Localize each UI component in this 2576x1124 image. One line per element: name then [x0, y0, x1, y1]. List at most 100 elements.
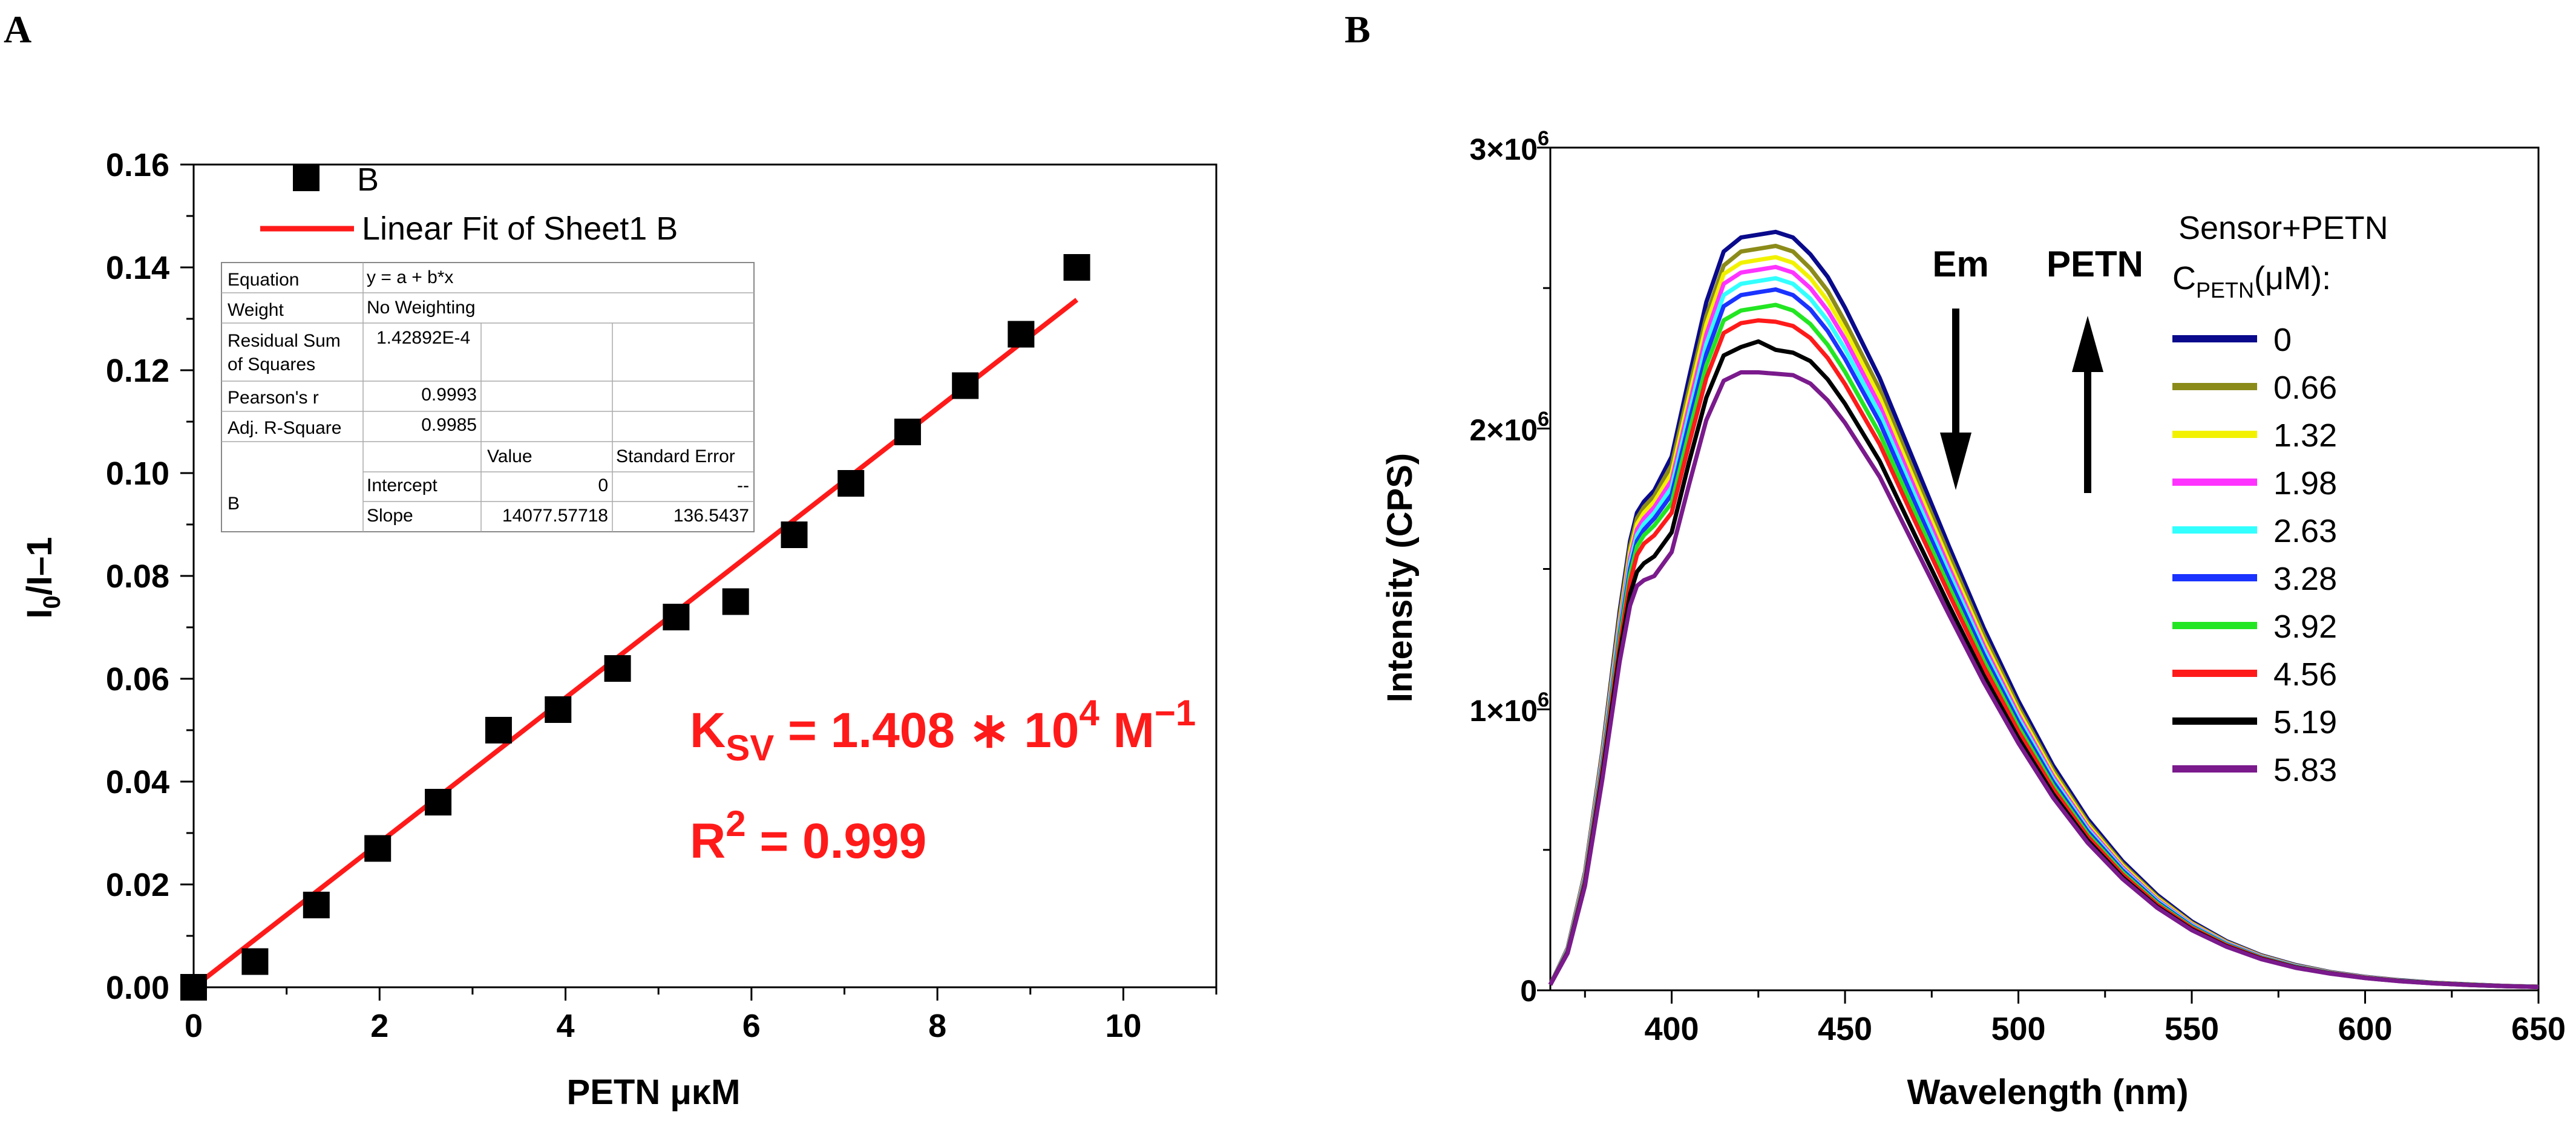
legend-square-marker	[293, 165, 320, 191]
panel-a-y-ticks: 0.00 0.02 0.04 0.06 0.08 0.10 0.12 0.14 0.16	[106, 147, 194, 1006]
table-adjr-value: 0.9985	[421, 415, 477, 435]
ytick-label: 0.00	[106, 970, 169, 1006]
em-arrow-group: Em	[1932, 244, 1989, 490]
legend-series-label: 3.28	[2273, 561, 2337, 597]
xtick-label: 4	[557, 1008, 575, 1044]
table-rss-label-1: Residual Sum	[228, 331, 341, 351]
xtick-label: 650	[2511, 1011, 2566, 1047]
data-point	[364, 835, 392, 862]
ytick-label: 0.02	[106, 867, 169, 903]
data-point	[837, 470, 865, 497]
table-equation-label: Equation	[228, 270, 299, 290]
table-equation-value: y = a + b*x	[367, 267, 453, 287]
ytick-label: 0.10	[106, 456, 169, 492]
fit-line	[192, 298, 1079, 990]
panel-a-plot: 0 2 4 6 8 10 0.00 0.02 0.04 0.06 0.08 0.10 0.12 0.14…	[106, 147, 1218, 1044]
table-intercept-label: Intercept	[367, 475, 438, 495]
petn-arrow-group: PETN	[2047, 244, 2143, 493]
panel-a-fit-line	[192, 298, 1079, 990]
xtick-label: 600	[2338, 1011, 2392, 1047]
data-point	[781, 521, 808, 548]
legend-title-line-1: Sensor+PETN	[2178, 210, 2388, 246]
table-stderr-header: Standard Error	[616, 446, 735, 466]
legend-points-label: B	[357, 162, 379, 198]
ytick-label: 0.04	[106, 764, 169, 800]
ytick-label: 2×106	[1469, 408, 1549, 447]
table-rss-label-2: of Squares	[228, 355, 315, 374]
panel-b-letter: B	[1345, 8, 1371, 51]
data-point	[663, 604, 690, 630]
table-intercept-value: 0	[598, 475, 608, 495]
legend-series-label: 0.66	[2273, 370, 2337, 406]
data-point	[722, 588, 749, 615]
xtick-label: 2	[370, 1008, 388, 1044]
data-point	[485, 717, 512, 743]
panel-a-letter: A	[4, 8, 31, 51]
data-point	[425, 789, 452, 815]
legend-series-label: 4.56	[2273, 656, 2337, 693]
panel-a-ylabel: I0/I–1	[20, 537, 65, 618]
data-point	[1008, 321, 1035, 348]
ytick-label: 0.12	[106, 353, 169, 389]
table-row-label: B	[228, 494, 240, 514]
data-point	[180, 974, 207, 1001]
xtick-label: 6	[742, 1008, 761, 1044]
spectrum-line	[1548, 339, 2539, 989]
data-point	[894, 419, 921, 445]
panel-a-xlabel: PETN μκM	[567, 1073, 741, 1112]
legend-series-label: 1.98	[2273, 465, 2337, 502]
xtick-label: 10	[1105, 1008, 1141, 1044]
petn-arrow-label: PETN	[2047, 244, 2143, 284]
legend-series-label: 5.83	[2273, 752, 2337, 788]
table-slope-value: 14077.57718	[502, 506, 608, 526]
ytick-label: 1×106	[1469, 688, 1549, 728]
panel-b-ytick-labels: 0 1×106 2×106 3×106	[1469, 127, 1549, 1008]
ytick-label: 0	[1520, 974, 1537, 1008]
spectrum-line	[1548, 370, 2539, 989]
legend-series-label: 1.32	[2273, 417, 2337, 454]
table-adjr-label: Adj. R-Square	[228, 418, 341, 438]
panel-b-legend: Sensor+PETN CPETN(μM): 0 0.66 1.32 1.98 2.63…	[2172, 210, 2388, 788]
table-weight-value: No Weighting	[367, 298, 476, 318]
em-arrow-label: Em	[1932, 244, 1988, 284]
table-pearson-value: 0.9993	[421, 385, 477, 405]
panel-a-legend: B Linear Fit of Sheet1 B	[260, 162, 678, 247]
xtick-label: 450	[1818, 1011, 1872, 1047]
panel-b-plot: 400 450 500 550 600 650	[1537, 146, 2566, 1047]
fit-results-table: Equation y = a + b*x Weight No Weighting…	[221, 262, 755, 532]
legend-series-label: 0	[2273, 322, 2292, 358]
table-slope-err: 136.5437	[673, 506, 749, 526]
data-point	[952, 372, 979, 399]
legend-title-line-2: CPETN(μM):	[2172, 260, 2331, 302]
table-value-header: Value	[487, 446, 533, 466]
legend-series-label: 3.92	[2273, 609, 2337, 645]
data-point	[604, 655, 631, 682]
panel-b-y-ticks	[1537, 146, 1550, 992]
data-point	[545, 696, 572, 723]
panel-a-points	[180, 254, 1090, 1001]
panel-b-frame	[1549, 146, 2540, 992]
table-rss-value: 1.42892E-4	[376, 328, 470, 348]
data-point	[241, 948, 269, 975]
table-pearson-label: Pearson's r	[228, 388, 319, 408]
ytick-label: 0.16	[106, 147, 169, 183]
data-point	[303, 892, 330, 918]
table-weight-label: Weight	[228, 300, 284, 320]
panel-b-xlabel: Wavelength (nm)	[1907, 1073, 2188, 1112]
legend-series-label: 5.19	[2273, 704, 2337, 740]
legend-series-label: 2.63	[2273, 513, 2337, 549]
panel-b-ylabel: Intensity (CPS)	[1380, 453, 1420, 703]
data-point	[1063, 254, 1090, 281]
up-arrow-head	[2072, 316, 2103, 372]
panel-a-x-ticks: 0 2 4 6 8 10	[185, 987, 1218, 1044]
r2-annotation: R2 = 0.999	[690, 803, 926, 869]
ytick-label: 0.14	[106, 250, 169, 286]
table-slope-label: Slope	[367, 506, 413, 526]
xtick-label: 0	[185, 1008, 203, 1044]
legend-line-label: Linear Fit of Sheet1 B	[362, 211, 678, 247]
ytick-label: 3×106	[1469, 127, 1549, 166]
down-arrow-head	[1940, 433, 1971, 490]
panel-b-x-ticks: 400 450 500 550 600 650	[1584, 990, 2566, 1047]
ytick-label: 0.08	[106, 558, 169, 595]
